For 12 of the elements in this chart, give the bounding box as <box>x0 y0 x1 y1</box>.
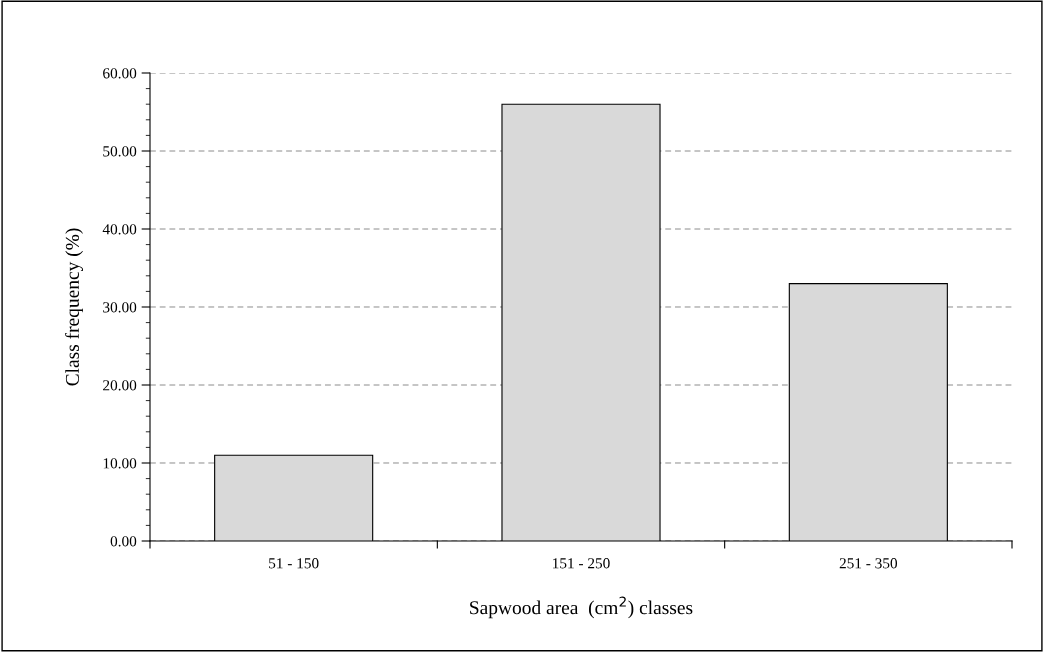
y-tick-label: 50.00 <box>103 146 137 157</box>
x-tick-label: 51 - 150 <box>269 558 319 569</box>
x-tick-label: 151 - 250 <box>553 558 610 569</box>
y-tick-label: 40.00 <box>102 224 137 235</box>
y-tick-label: 60.00 <box>103 68 137 79</box>
x-tick-label: 251 - 350 <box>839 558 898 569</box>
y-tick-label: 30.00 <box>103 302 137 313</box>
x-axis-title: Sapwood area (cm$^{2}$) classes <box>470 596 693 619</box>
y-tick-label: 20.00 <box>103 380 137 391</box>
y-tick-label: 10.00 <box>103 458 137 469</box>
y-axis-title: Class frequency (%) <box>65 228 83 386</box>
y-tick-label: 0.00 <box>110 536 137 547</box>
